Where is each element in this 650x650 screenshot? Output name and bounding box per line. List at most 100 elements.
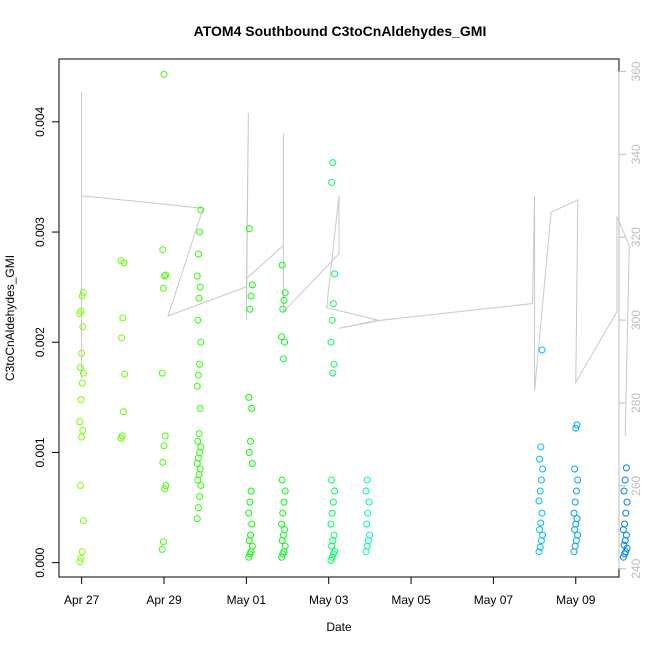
data-point xyxy=(327,557,335,564)
data-point xyxy=(619,526,627,534)
y-right-tick-label: 300 xyxy=(629,310,643,330)
data-point xyxy=(245,449,253,456)
data-point xyxy=(328,178,336,186)
data-point xyxy=(77,554,85,562)
data-point xyxy=(331,548,339,556)
y-right-tick-label: 240 xyxy=(629,558,643,578)
x-tick-label: May 05 xyxy=(391,593,431,607)
data-point xyxy=(328,542,336,550)
data-point xyxy=(194,371,202,379)
data-point xyxy=(536,487,544,495)
data-point xyxy=(329,159,337,167)
x-axis-label: Date xyxy=(326,620,352,634)
scatter-points xyxy=(76,70,631,566)
y-axis-right: 240 260 280 300 320 340 360 xyxy=(618,61,643,579)
data-point xyxy=(246,305,254,313)
data-point xyxy=(245,393,253,401)
data-point xyxy=(538,346,546,354)
y-axis-label: C3toCnAldehydes_GMI xyxy=(3,255,17,381)
data-point xyxy=(247,487,255,495)
chart-title: ATOM4 Southbound C3toCnAldehydes_GMI xyxy=(194,23,487,39)
data-point xyxy=(362,548,370,556)
data-point xyxy=(194,316,202,324)
data-point xyxy=(195,471,203,478)
data-point xyxy=(76,558,84,566)
data-point xyxy=(197,482,205,489)
data-point xyxy=(365,498,373,506)
data-point xyxy=(162,482,170,489)
data-point xyxy=(159,284,167,292)
data-point xyxy=(539,531,547,539)
y-tick-label: 0.001 xyxy=(33,437,47,467)
right-axis-line-series xyxy=(81,92,630,437)
data-point xyxy=(366,531,374,539)
data-point xyxy=(79,517,87,525)
data-point xyxy=(193,460,201,467)
data-point xyxy=(78,433,86,441)
data-point xyxy=(279,531,287,539)
data-point xyxy=(247,437,254,445)
data-point xyxy=(78,379,86,387)
data-point xyxy=(537,443,545,451)
data-point xyxy=(572,487,580,495)
data-point xyxy=(248,542,256,550)
data-point xyxy=(281,526,289,534)
x-axis: Apr 27 Apr 29 May 01 May 03 May 05 May 07 May … xyxy=(64,576,596,607)
data-point xyxy=(329,498,337,506)
data-point xyxy=(248,281,256,289)
data-point xyxy=(331,270,339,278)
data-point xyxy=(160,70,168,78)
data-point xyxy=(161,432,169,440)
data-point xyxy=(245,509,253,517)
data-point xyxy=(535,548,543,556)
data-point xyxy=(572,537,580,545)
y-right-tick-label: 280 xyxy=(629,393,643,413)
data-point xyxy=(79,426,87,434)
data-point xyxy=(119,408,127,416)
data-point xyxy=(247,292,255,300)
data-point xyxy=(281,487,289,495)
data-point xyxy=(162,271,170,279)
data-point xyxy=(194,476,202,484)
data-point xyxy=(78,292,86,300)
data-point xyxy=(280,498,288,506)
data-point xyxy=(117,257,125,265)
data-point xyxy=(536,526,544,534)
data-point xyxy=(195,430,203,438)
data-point xyxy=(327,520,335,528)
data-point xyxy=(248,404,256,412)
data-point xyxy=(536,455,544,463)
data-point xyxy=(573,515,581,523)
data-point xyxy=(281,338,289,346)
data-point xyxy=(194,454,202,462)
data-point xyxy=(78,349,86,357)
x-tick-label: Apr 27 xyxy=(64,593,100,607)
y-tick-label: 0.002 xyxy=(33,327,47,357)
data-point xyxy=(537,519,545,527)
data-point xyxy=(196,360,204,368)
data-point xyxy=(571,542,579,550)
data-point xyxy=(159,538,167,546)
data-point xyxy=(363,476,371,484)
x-tick-label: May 03 xyxy=(309,593,349,607)
y-right-tick-label: 340 xyxy=(629,144,643,164)
data-point xyxy=(248,460,256,467)
data-point xyxy=(160,442,168,450)
y-right-tick-label: 320 xyxy=(629,227,643,247)
data-point xyxy=(570,548,578,556)
data-point xyxy=(158,369,166,377)
data-point xyxy=(195,294,203,302)
data-point xyxy=(196,449,204,456)
data-point xyxy=(79,323,87,331)
data-point xyxy=(329,300,337,308)
data-point xyxy=(247,531,254,539)
data-point xyxy=(622,531,630,539)
data-point xyxy=(363,520,371,528)
data-point xyxy=(537,476,545,484)
data-point xyxy=(280,296,288,304)
data-point xyxy=(621,476,629,484)
data-point xyxy=(196,493,204,500)
data-point xyxy=(329,369,337,377)
data-point xyxy=(278,261,286,269)
data-point xyxy=(623,498,631,506)
